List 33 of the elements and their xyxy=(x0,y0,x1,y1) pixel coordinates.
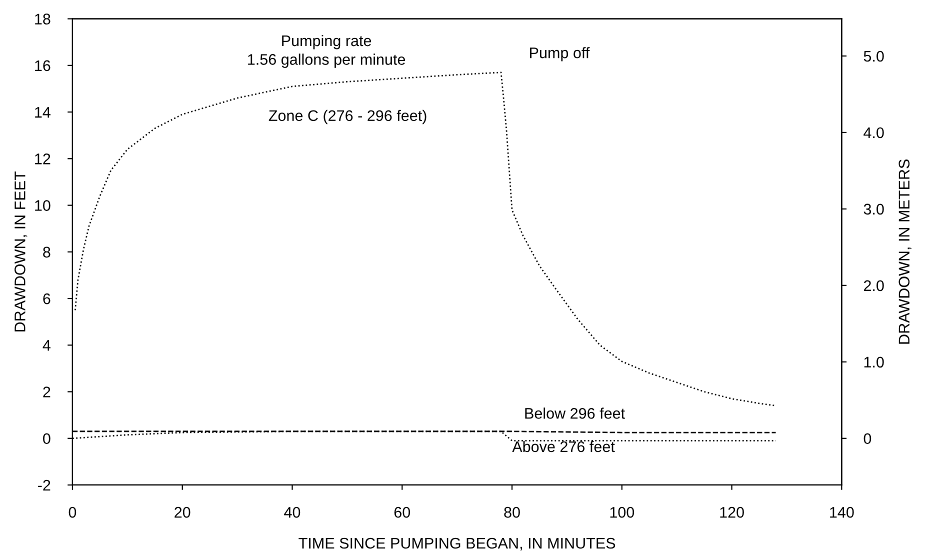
y-tick-label: 6 xyxy=(43,293,50,304)
y-tick-label: 14 xyxy=(35,107,50,118)
y-tick-label: 0 xyxy=(43,433,50,444)
y-tick-label: 12 xyxy=(35,154,50,164)
x-tick-label: 80 xyxy=(504,506,520,518)
y-axis-title: DRAWDOWN, IN FEET xyxy=(14,171,28,332)
x-tick-label: 0 xyxy=(68,506,76,518)
y2-tick-label: 0 xyxy=(864,433,872,444)
y-tick-label: 2 xyxy=(43,386,50,398)
y-tick-label: 8 xyxy=(43,246,50,258)
annotation: Pump off xyxy=(530,47,590,62)
x-tick-label: 140 xyxy=(830,506,854,518)
x-tick-label: 60 xyxy=(394,506,410,518)
annotation: Pumping rate 1.56 gallons per minute xyxy=(248,34,406,68)
y-tick-label: 10 xyxy=(35,200,50,211)
series-label: Zone C (276 - 296 feet) xyxy=(268,110,426,124)
x-axis-title: TIME SINCE PUMPING BEGAN, IN MINUTES xyxy=(298,538,616,550)
y2-tick-label: 3.0 xyxy=(864,204,884,215)
x-tick-label: 100 xyxy=(610,506,634,518)
x-tick-label: 40 xyxy=(284,506,300,518)
x-tick-label: 20 xyxy=(174,506,190,518)
series-label: Above 276 feet xyxy=(512,440,615,452)
y2-tick-label: 1.0 xyxy=(864,356,884,368)
y-tick-label: 4 xyxy=(42,340,50,351)
y-tick-label: -2 xyxy=(38,480,50,491)
y2-tick-label: 4.0 xyxy=(864,127,884,138)
series-label: Below 296 feet xyxy=(525,408,625,419)
y2-tick-label: 5.0 xyxy=(864,50,884,62)
y2-axis-title: DRAWDOWN, IN METERS xyxy=(898,160,912,344)
x-tick-label: 120 xyxy=(720,506,744,518)
y-tick-label: 16 xyxy=(35,60,50,72)
y2-tick-label: 2.0 xyxy=(864,280,884,292)
y-tick-label: 18 xyxy=(35,14,50,24)
